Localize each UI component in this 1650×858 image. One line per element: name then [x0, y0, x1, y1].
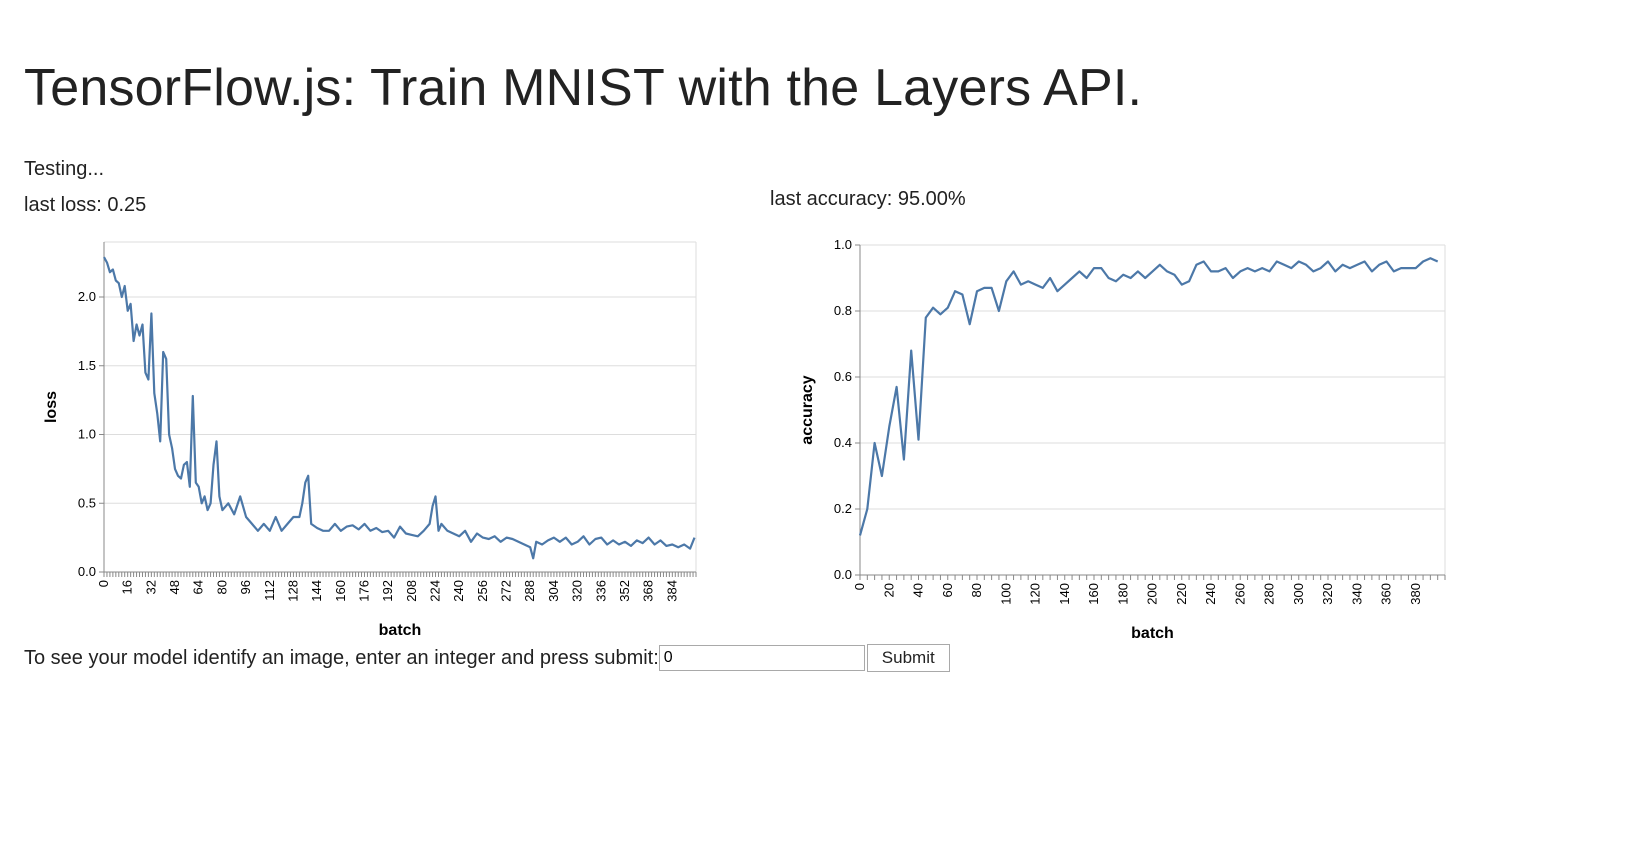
- accuracy-chart: 0.0 0.2 0.4 0.6 0.8 1.0 0 20 40 60 80 100 120 140 160 1…: [799, 237, 1446, 642]
- x-tick-label: 192: [380, 580, 395, 602]
- image-index-input[interactable]: [658, 645, 865, 671]
- x-tick-label: 144: [309, 580, 324, 602]
- x-tick-label: 320: [570, 580, 585, 602]
- x-tick-label: 220: [1174, 583, 1189, 605]
- x-tick-label: 384: [664, 580, 679, 602]
- x-tick-label: 380: [1408, 583, 1423, 605]
- page-title: TensorFlow.js: Train MNIST with the Laye…: [24, 59, 1143, 117]
- x-tick-label: 20: [881, 583, 896, 597]
- loss-chart: 0.0 0.5 1.0 1.5 2.0 0 16 32 48 64 80 96 112 128 144 160…: [43, 241, 697, 639]
- y-tick-label: 1.0: [834, 237, 852, 252]
- x-tick-label: 360: [1379, 583, 1394, 605]
- x-tick-label: 340: [1349, 583, 1364, 605]
- x-tick-label: 240: [1203, 583, 1218, 605]
- predict-prompt: To see your model identify an image, ent…: [24, 646, 659, 669]
- x-tick-label: 0: [852, 583, 867, 590]
- y-tick-label: 0.8: [834, 303, 852, 318]
- x-tick-label: 80: [214, 580, 229, 594]
- x-tick-label: 180: [1115, 583, 1130, 605]
- x-tick-label: 208: [404, 580, 419, 602]
- x-tick-label: 288: [522, 580, 537, 602]
- x-tick-label: 304: [546, 580, 561, 602]
- x-tick-label: 320: [1320, 583, 1335, 605]
- x-tick-label: 80: [969, 583, 984, 597]
- y-tick-label: 2.0: [78, 289, 96, 304]
- y-tick-label: 0.5: [78, 495, 96, 510]
- x-axis-title: batch: [1131, 625, 1174, 642]
- x-tick-label: 352: [617, 580, 632, 602]
- x-tick-label: 96: [238, 580, 253, 594]
- x-tick-label: 140: [1057, 583, 1072, 605]
- x-tick-label: 0: [96, 580, 111, 587]
- y-tick-label: 0.6: [834, 369, 852, 384]
- x-tick-label: 100: [998, 583, 1013, 605]
- x-tick-label: 60: [940, 583, 955, 597]
- submit-button[interactable]: Submit: [866, 644, 950, 672]
- series-line: [858, 257, 1439, 536]
- y-axis-title: loss: [43, 391, 60, 423]
- x-tick-label: 300: [1291, 583, 1306, 605]
- x-tick-label: 16: [120, 580, 135, 594]
- series-line: [103, 256, 696, 560]
- x-tick-label: 160: [1086, 583, 1101, 605]
- last-accuracy-label: last accuracy: 95.00%: [770, 188, 966, 210]
- predict-form: To see your model identify an image, ent…: [24, 643, 950, 673]
- y-axis-title: accuracy: [799, 375, 816, 444]
- y-tick-label: 0.4: [834, 435, 852, 450]
- y-tick-label: 0.0: [78, 564, 96, 579]
- x-tick-label: 272: [499, 580, 514, 602]
- x-tick-label: 160: [333, 580, 348, 602]
- x-axis-title: batch: [379, 622, 422, 639]
- status-text: Testing...: [24, 158, 105, 180]
- x-tick-label: 280: [1262, 583, 1277, 605]
- y-tick-label: 1.5: [78, 358, 96, 373]
- x-tick-label: 256: [475, 580, 490, 602]
- y-tick-label: 0.2: [834, 501, 852, 516]
- y-tick-label: 0.0: [834, 567, 852, 582]
- x-tick-label: 224: [428, 580, 443, 602]
- x-tick-label: 120: [1028, 583, 1043, 605]
- x-tick-label: 176: [356, 580, 371, 602]
- last-loss-label: last loss: 0.25: [24, 194, 147, 216]
- x-tick-label: 128: [285, 580, 300, 602]
- x-tick-label: 368: [641, 580, 656, 602]
- x-tick-label: 200: [1145, 583, 1160, 605]
- x-tick-label: 336: [593, 580, 608, 602]
- x-tick-label: 40: [911, 583, 926, 597]
- x-tick-label: 260: [1232, 583, 1247, 605]
- x-tick-label: 64: [191, 580, 206, 594]
- y-tick-label: 1.0: [78, 427, 96, 442]
- x-tick-label: 112: [262, 580, 277, 601]
- x-tick-label: 32: [143, 580, 158, 594]
- x-tick-label: 240: [451, 580, 466, 602]
- x-tick-label: 48: [167, 580, 182, 594]
